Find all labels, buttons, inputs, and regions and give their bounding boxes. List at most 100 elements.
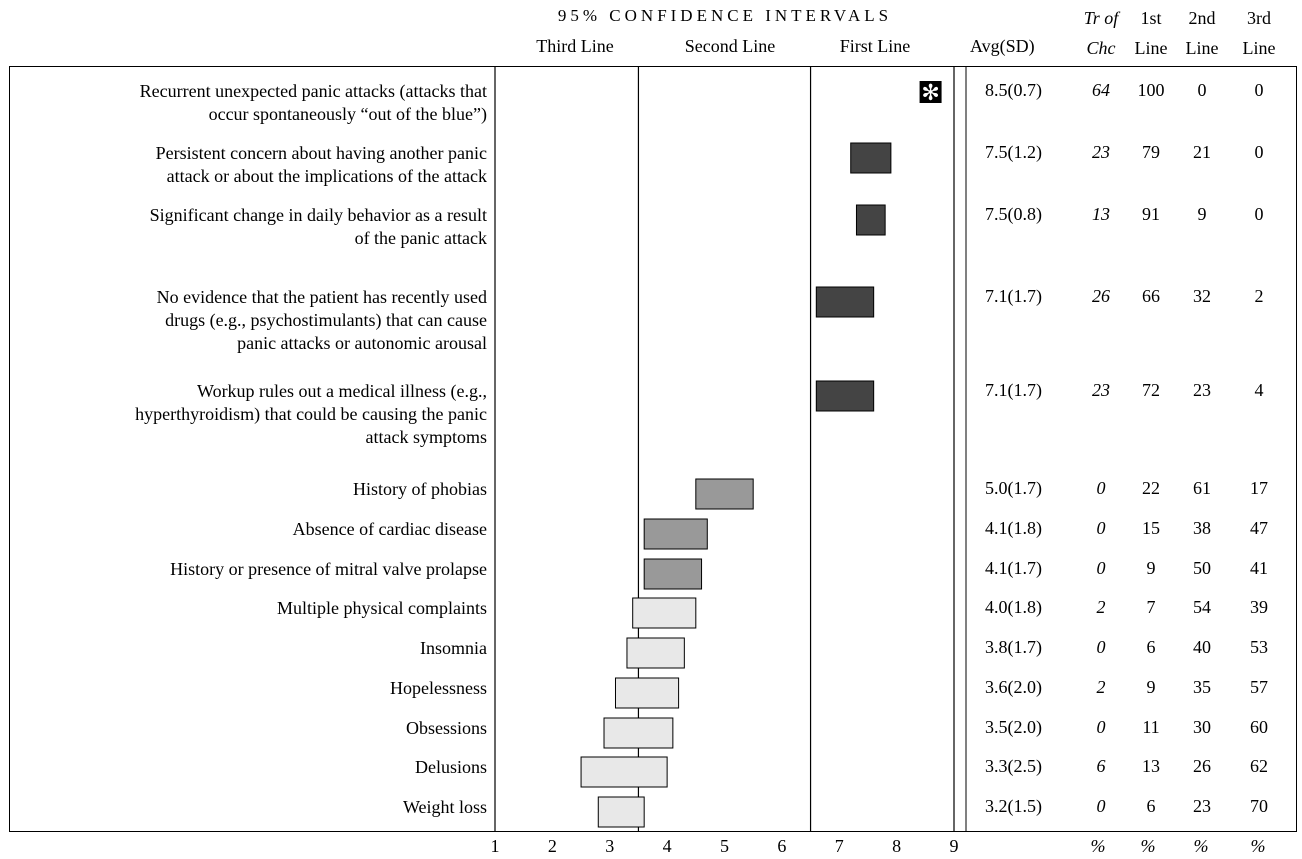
row-label-line: History of phobias bbox=[353, 479, 487, 499]
third-line-pct-cell: 70 bbox=[1250, 796, 1268, 816]
row-label-line: Weight loss bbox=[402, 797, 487, 817]
row-label-line: occur spontaneously “out of the blue”) bbox=[208, 104, 487, 124]
ci-bar bbox=[695, 478, 754, 510]
third-line-pct-cell: 57 bbox=[1250, 677, 1268, 697]
first-line-pct-cell: 11 bbox=[1142, 717, 1160, 737]
tr-of-chc-cell: 13 bbox=[1092, 204, 1110, 224]
row-label: History or presence of mitral valve prol… bbox=[170, 558, 487, 581]
row-label: Significant change in daily behavior as … bbox=[150, 204, 487, 250]
table-frame bbox=[9, 66, 1297, 832]
avg-sd-cell: 3.6(2.0) bbox=[985, 677, 1042, 697]
x-tick-label: 3 bbox=[605, 836, 615, 856]
ci-bar bbox=[815, 286, 875, 318]
first-line-pct-cell: 91 bbox=[1142, 204, 1160, 224]
second-line-pct-cell: 40 bbox=[1193, 637, 1211, 657]
avg-sd-cell: 8.5(0.7) bbox=[985, 80, 1042, 100]
x-tick-label: 5 bbox=[720, 836, 729, 856]
third-line-pct-cell: 4 bbox=[1254, 380, 1264, 400]
ci-star-box bbox=[919, 81, 942, 103]
second-line-pct-cell: 50 bbox=[1193, 558, 1211, 578]
third-line-pct-cell: 41 bbox=[1250, 558, 1268, 578]
third-line-pct-cell: 60 bbox=[1250, 717, 1268, 737]
ci-bar bbox=[815, 380, 875, 412]
second-line-pct-cell: 9 bbox=[1197, 204, 1207, 224]
x-tick-label: 9 bbox=[949, 836, 959, 856]
tr-of-chc-cell: 6 bbox=[1096, 756, 1106, 776]
second-line-pct-cell: 35 bbox=[1193, 677, 1211, 697]
avg-sd-header: Avg(SD) bbox=[970, 36, 1035, 56]
x-tick-label: 7 bbox=[834, 836, 844, 856]
row-label-line: attack symptoms bbox=[365, 427, 487, 447]
ci-star-glyph: ✻ bbox=[921, 81, 939, 106]
row-label-line: Hopelessness bbox=[390, 678, 487, 698]
third-line-pct-cell: 0 bbox=[1254, 204, 1264, 224]
percent-unit-label: % bbox=[1250, 836, 1266, 856]
second-line-pct-cell: 23 bbox=[1193, 796, 1211, 816]
first-line-pct-cell: 6 bbox=[1146, 796, 1156, 816]
avg-sd-cell: 7.1(1.7) bbox=[985, 380, 1042, 400]
row-label-line: Multiple physical complaints bbox=[277, 598, 487, 618]
first-line-pct-header-2: Line bbox=[1134, 38, 1168, 58]
second-line-header: Second Line bbox=[684, 36, 776, 56]
second-line-pct-header-1: 2nd bbox=[1188, 8, 1216, 28]
row-label-line: Delusions bbox=[415, 757, 487, 777]
first-line-pct-cell: 66 bbox=[1142, 286, 1160, 306]
row-label-line: No evidence that the patient has recentl… bbox=[156, 287, 487, 307]
avg-sd-cell: 3.5(2.0) bbox=[985, 717, 1042, 737]
third-line-pct-cell: 0 bbox=[1254, 80, 1264, 100]
percent-unit-label: % bbox=[1090, 836, 1106, 856]
first-line-pct-cell: 9 bbox=[1146, 677, 1156, 697]
row-label-line: Significant change in daily behavior as … bbox=[149, 205, 487, 225]
third-line-pct-cell: 47 bbox=[1250, 518, 1268, 538]
first-line-pct-cell: 6 bbox=[1146, 637, 1156, 657]
third-line-pct-header-2: Line bbox=[1242, 38, 1276, 58]
percent-unit-label: % bbox=[1140, 836, 1156, 856]
second-line-pct-cell: 30 bbox=[1193, 717, 1211, 737]
row-label: Insomnia bbox=[420, 637, 487, 660]
row-label-line: Obsessions bbox=[405, 718, 487, 738]
tr-of-chc-cell: 64 bbox=[1092, 80, 1110, 100]
row-label-line: attack or about the implications of the … bbox=[166, 166, 487, 186]
ci-bar bbox=[614, 677, 680, 709]
x-tick-label: 4 bbox=[662, 836, 672, 856]
second-line-pct-cell: 21 bbox=[1193, 142, 1211, 162]
tr-of-chc-cell: 0 bbox=[1096, 796, 1106, 816]
second-line-pct-cell: 38 bbox=[1193, 518, 1211, 538]
second-line-pct-cell: 32 bbox=[1193, 286, 1211, 306]
row-label: Obsessions bbox=[406, 717, 487, 740]
row-label-line: drugs (e.g., psychostimulants) that can … bbox=[165, 310, 487, 330]
ci-bar bbox=[643, 518, 708, 550]
x-tick-label: 8 bbox=[892, 836, 902, 856]
row-label: Recurrent unexpected panic attacks (atta… bbox=[140, 80, 487, 126]
first-line-pct-header-1: 1st bbox=[1140, 8, 1162, 28]
row-label: No evidence that the patient has recentl… bbox=[157, 286, 487, 355]
ci-bar bbox=[626, 637, 685, 669]
ci-bar bbox=[632, 597, 697, 629]
avg-sd-cell: 7.1(1.7) bbox=[985, 286, 1042, 306]
row-label-line: Insomnia bbox=[420, 638, 487, 658]
x-tick-label: 2 bbox=[547, 836, 557, 856]
ci-bar bbox=[855, 204, 886, 236]
row-label: Weight loss bbox=[403, 796, 487, 819]
row-label-line: Absence of cardiac disease bbox=[292, 519, 487, 539]
third-line-pct-cell: 2 bbox=[1254, 286, 1264, 306]
row-label-line: hyperthyroidism) that could be causing t… bbox=[135, 404, 487, 424]
avg-sd-cell: 4.0(1.8) bbox=[985, 597, 1042, 617]
third-line-pct-cell: 17 bbox=[1250, 478, 1268, 498]
third-line-pct-header-1: 3rd bbox=[1247, 8, 1271, 28]
row-label: Multiple physical complaints bbox=[277, 597, 487, 620]
first-line-pct-cell: 72 bbox=[1142, 380, 1160, 400]
ci-bar bbox=[597, 796, 645, 828]
avg-sd-cell: 3.3(2.5) bbox=[985, 756, 1042, 776]
third-line-pct-cell: 53 bbox=[1250, 637, 1268, 657]
tr-of-chc-cell: 0 bbox=[1096, 478, 1106, 498]
ci-bar bbox=[643, 558, 703, 590]
tr-of-chc-cell: 0 bbox=[1096, 518, 1106, 538]
tr-of-chc-cell: 2 bbox=[1096, 597, 1106, 617]
avg-sd-cell: 3.2(1.5) bbox=[985, 796, 1042, 816]
tr-of-chc-cell: 23 bbox=[1092, 142, 1110, 162]
second-line-pct-cell: 0 bbox=[1197, 80, 1207, 100]
first-line-pct-cell: 22 bbox=[1142, 478, 1160, 498]
row-label: Hopelessness bbox=[390, 677, 487, 700]
